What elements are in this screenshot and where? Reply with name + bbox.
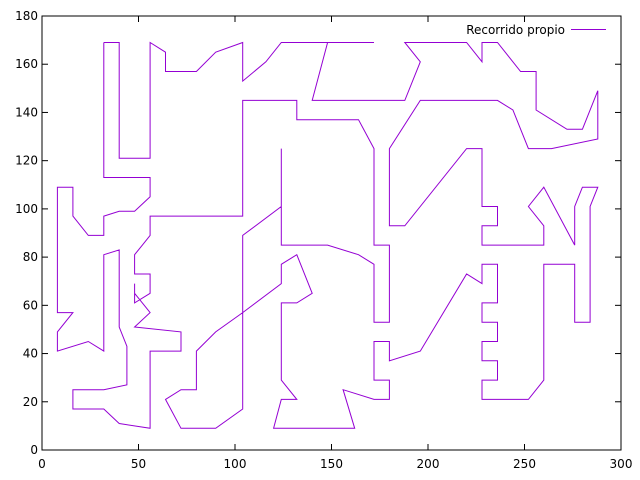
x-tick-label: 300	[610, 457, 633, 471]
y-tick-label: 20	[23, 395, 38, 409]
y-tick-label: 60	[23, 298, 38, 312]
y-tick-label: 100	[15, 202, 38, 216]
tick-marks	[41, 15, 622, 451]
series-layer	[56, 41, 599, 429]
tick-labels: 0 50 100 150 200 250 300 0 20 40 60 80 100 120 140 160 1…	[15, 9, 632, 471]
y-tick-label: 0	[30, 443, 38, 457]
y-tick-label: 120	[15, 154, 38, 168]
y-tick-label: 160	[15, 57, 38, 71]
x-tick-label: 50	[131, 457, 146, 471]
x-tick-label: 0	[38, 457, 46, 471]
x-tick-label: 200	[417, 457, 440, 471]
legend: Recorrido propio	[466, 23, 606, 37]
legend-label: Recorrido propio	[466, 23, 565, 37]
y-tick-label: 40	[23, 347, 38, 361]
y-tick-label: 140	[15, 105, 38, 119]
series-line-recorrido-propio	[56, 41, 599, 429]
x-tick-label: 250	[513, 457, 536, 471]
x-tick-label: 150	[320, 457, 343, 471]
plot-frame	[41, 15, 622, 451]
y-tick-label: 180	[15, 9, 38, 23]
x-tick-label: 100	[224, 457, 247, 471]
y-tick-label: 80	[23, 250, 38, 264]
